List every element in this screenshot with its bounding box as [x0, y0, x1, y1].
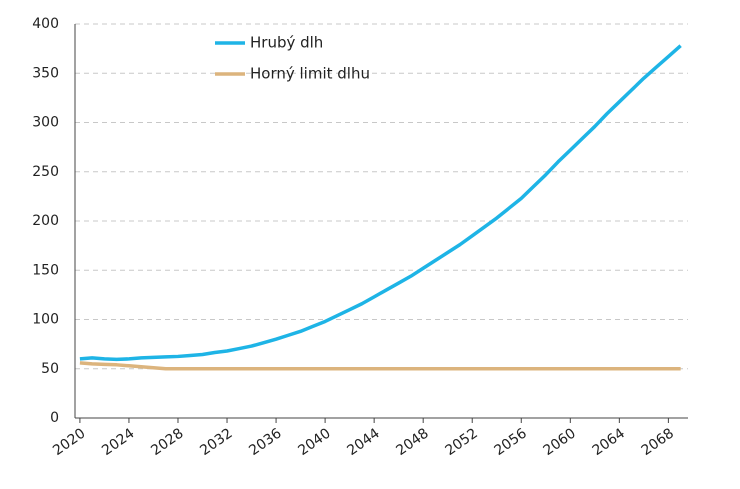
x-tick-label: 2064: [590, 425, 628, 459]
x-tick-label: 2024: [99, 425, 137, 459]
legend-label: Hrubý dlh: [250, 34, 323, 52]
x-tick-label: 2048: [393, 425, 431, 459]
x-tick-label: 2060: [541, 425, 579, 459]
y-tick-label: 250: [32, 164, 59, 180]
x-tick-label: 2044: [344, 425, 382, 459]
y-tick-label: 400: [32, 16, 59, 32]
y-tick-label: 0: [50, 410, 59, 426]
line-series: [79, 361, 681, 371]
y-tick-label: 200: [32, 213, 59, 229]
line-series: [79, 44, 682, 362]
legend-label: Horný limit dlhu: [250, 65, 370, 83]
x-tick-label: 2020: [50, 425, 88, 459]
x-tick-label: 2036: [246, 425, 284, 459]
y-tick-label: 50: [41, 361, 59, 377]
y-tick-label: 150: [32, 262, 59, 278]
y-tick-label: 350: [32, 65, 59, 81]
x-tick-label: 2032: [197, 425, 235, 459]
x-tick-label: 2068: [639, 425, 677, 459]
y-tick-label: 100: [32, 312, 59, 328]
x-tick-label: 2028: [148, 425, 186, 459]
y-tick-label: 300: [32, 115, 59, 131]
x-tick-label: 2056: [491, 425, 529, 459]
legend: Hrubý dlh Horný limit dlhu: [215, 34, 370, 83]
x-tick-label: 2040: [295, 425, 333, 459]
x-tick-label: 2052: [442, 425, 480, 459]
